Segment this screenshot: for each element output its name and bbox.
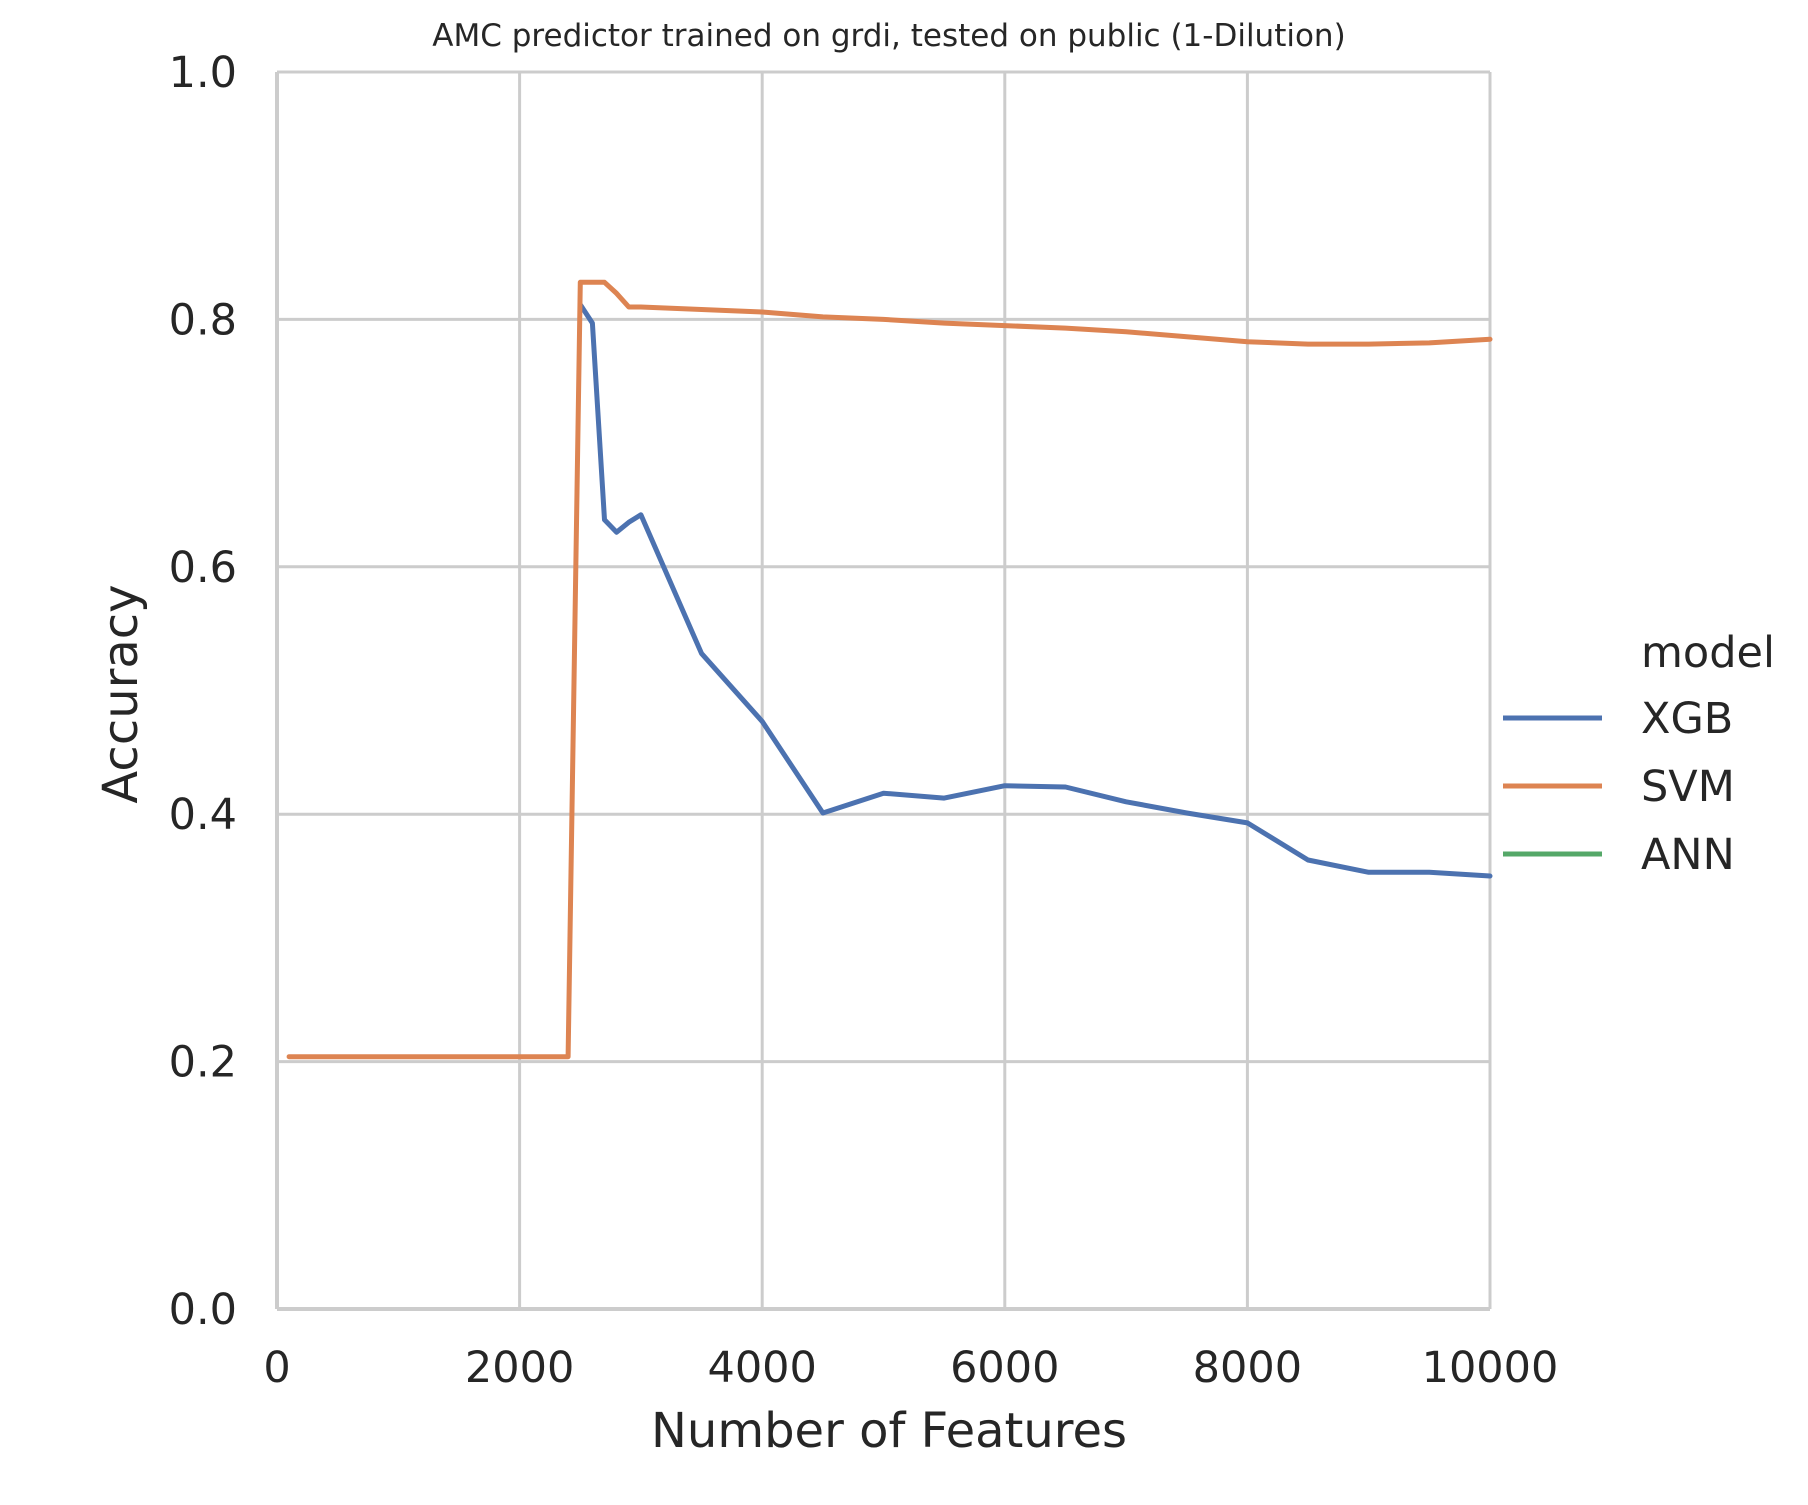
x-tick-label: 6000: [950, 1343, 1059, 1393]
legend-entries: XGB SVM ANN: [1503, 694, 1735, 880]
series-line-svm: [286, 279, 1493, 1060]
x-tick-label: 2000: [465, 1343, 574, 1393]
legend-title: model: [1641, 628, 1775, 678]
chart-title: AMC predictor trained on grdi, tested on…: [432, 18, 1345, 54]
tick-labels: 0 2000 4000 6000 8000 10000 0.0 0.2 0.4 0.6 0.8 1.0: [169, 48, 1559, 1393]
y-tick-label: 1.0: [169, 48, 237, 98]
y-axis-label: Accuracy: [93, 584, 149, 803]
x-axis-label: Number of Features: [651, 1403, 1127, 1459]
legend: model XGB SVM ANN: [1503, 628, 1775, 880]
y-tick-label: 0.4: [169, 790, 237, 840]
x-tick-label: 8000: [1193, 1343, 1302, 1393]
legend-label-ann: ANN: [1641, 830, 1735, 880]
x-tick-label: 4000: [707, 1343, 816, 1393]
y-tick-label: 0.0: [169, 1285, 237, 1335]
series-lines: [286, 279, 1493, 1060]
x-tick-label: 10000: [1422, 1343, 1559, 1393]
axis-spines: [275, 72, 1490, 1311]
x-tick-label: 0: [263, 1343, 290, 1393]
y-tick-label: 0.8: [169, 295, 237, 345]
grid-lines: [275, 70, 1492, 1311]
series-line-xgb: [577, 302, 1493, 879]
y-tick-label: 0.2: [169, 1038, 237, 1088]
legend-label-xgb: XGB: [1641, 694, 1733, 744]
y-tick-label: 0.6: [169, 543, 237, 593]
legend-label-svm: SVM: [1641, 762, 1735, 812]
